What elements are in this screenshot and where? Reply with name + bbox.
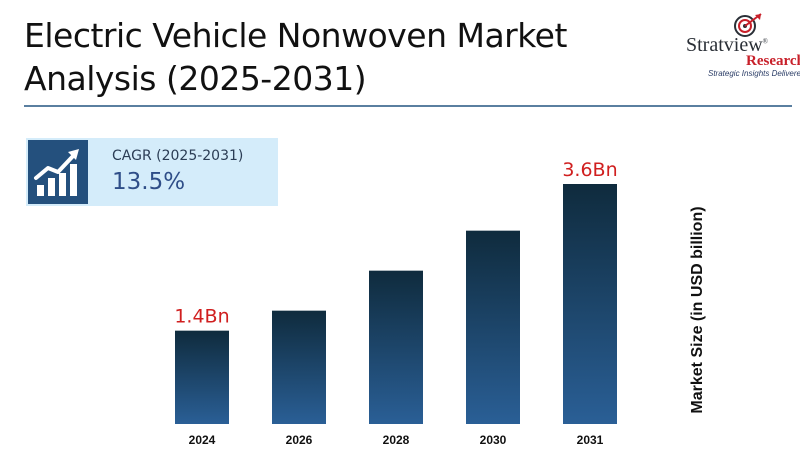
logo-sub: Research	[746, 53, 800, 69]
data-label-2031: 3.6Bn	[562, 159, 617, 181]
target-arrow-icon	[734, 13, 762, 37]
cagr-icon-container	[28, 140, 88, 204]
bar-2024	[175, 330, 229, 424]
data-label-2024: 1.4Bn	[174, 306, 229, 328]
x-tick-2026: 2026	[286, 433, 313, 447]
x-tick-2031: 2031	[577, 433, 604, 447]
bar-2030	[466, 230, 520, 424]
x-tick-2028: 2028	[383, 433, 410, 447]
cagr-box: CAGR (2025-2031) 13.5%	[26, 138, 278, 206]
company-logo: Stratview® Research Strategic Insights D…	[662, 10, 800, 80]
cagr-value: 13.5%	[112, 169, 186, 195]
cagr-label: CAGR (2025-2031)	[112, 148, 244, 164]
x-tick-2030: 2030	[480, 433, 507, 447]
bar-2028	[369, 270, 423, 424]
title-line-2: Analysis (2025-2031)	[24, 59, 367, 98]
logo-tagline: Strategic Insights Delivered	[708, 69, 800, 78]
logo-brand: Stratview®	[686, 34, 768, 56]
page-title: Electric Vehicle Nonwoven Market Analysi…	[24, 14, 624, 100]
bar-2031	[563, 184, 617, 424]
x-tick-2024: 2024	[189, 433, 216, 447]
bar-2026	[272, 310, 326, 424]
title-divider	[24, 105, 792, 107]
title-line-1: Electric Vehicle Nonwoven Market	[24, 16, 567, 55]
growth-chart-icon	[34, 149, 79, 196]
